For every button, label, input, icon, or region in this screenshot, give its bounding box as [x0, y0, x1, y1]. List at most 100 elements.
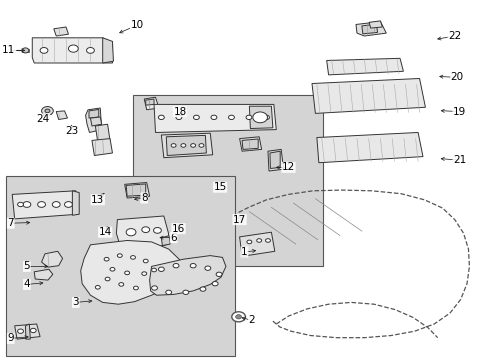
Circle shape — [193, 115, 199, 120]
Text: 14: 14 — [98, 227, 112, 237]
Polygon shape — [269, 151, 280, 168]
Polygon shape — [102, 38, 113, 63]
Text: 2: 2 — [248, 315, 255, 325]
Circle shape — [23, 202, 31, 207]
Polygon shape — [32, 38, 112, 63]
Circle shape — [86, 48, 94, 53]
Polygon shape — [249, 106, 272, 129]
Polygon shape — [361, 24, 377, 34]
Circle shape — [124, 271, 129, 275]
Circle shape — [119, 283, 123, 286]
Polygon shape — [85, 108, 102, 132]
Text: 18: 18 — [173, 107, 186, 117]
Text: 13: 13 — [91, 195, 104, 205]
Text: 5: 5 — [23, 261, 30, 271]
Polygon shape — [161, 236, 170, 246]
Circle shape — [52, 202, 60, 207]
Circle shape — [38, 202, 45, 207]
Text: 8: 8 — [141, 193, 147, 203]
Polygon shape — [15, 324, 40, 339]
Polygon shape — [316, 132, 422, 163]
Circle shape — [110, 267, 115, 271]
Circle shape — [133, 286, 138, 290]
Circle shape — [176, 115, 182, 120]
Polygon shape — [41, 251, 62, 267]
Circle shape — [181, 144, 185, 147]
Circle shape — [22, 48, 29, 53]
Circle shape — [246, 240, 251, 244]
Text: 9: 9 — [7, 333, 14, 343]
Polygon shape — [126, 184, 145, 196]
Polygon shape — [90, 117, 102, 126]
Text: 22: 22 — [447, 31, 461, 41]
Circle shape — [40, 48, 48, 53]
Circle shape — [142, 227, 149, 233]
Polygon shape — [144, 97, 159, 110]
Circle shape — [18, 329, 23, 333]
Circle shape — [263, 115, 269, 120]
Polygon shape — [145, 99, 154, 105]
Circle shape — [117, 254, 122, 257]
Polygon shape — [25, 324, 30, 339]
Circle shape — [245, 115, 251, 120]
Polygon shape — [154, 104, 276, 132]
Text: 11: 11 — [2, 45, 16, 55]
Text: 19: 19 — [452, 107, 466, 117]
Circle shape — [200, 287, 205, 291]
Circle shape — [95, 285, 100, 289]
Circle shape — [30, 328, 36, 333]
Circle shape — [142, 272, 146, 275]
Text: 24: 24 — [36, 114, 50, 124]
Text: 6: 6 — [170, 233, 177, 243]
Polygon shape — [92, 139, 112, 156]
Circle shape — [190, 144, 195, 147]
Polygon shape — [95, 124, 110, 142]
Circle shape — [64, 202, 72, 207]
Polygon shape — [242, 139, 258, 149]
Polygon shape — [326, 58, 403, 75]
Circle shape — [151, 268, 156, 272]
Text: 15: 15 — [213, 182, 226, 192]
Circle shape — [104, 257, 109, 261]
Circle shape — [190, 264, 196, 268]
Circle shape — [41, 107, 53, 115]
Circle shape — [204, 266, 210, 270]
Circle shape — [158, 267, 164, 271]
Bar — [133, 95, 322, 266]
Circle shape — [18, 202, 23, 207]
Bar — [6, 176, 234, 356]
Circle shape — [183, 290, 188, 294]
Polygon shape — [166, 135, 206, 156]
Text: 12: 12 — [281, 162, 295, 172]
Text: 1: 1 — [241, 247, 247, 257]
Circle shape — [158, 115, 164, 120]
Circle shape — [212, 282, 218, 286]
Circle shape — [228, 115, 234, 120]
Circle shape — [143, 259, 148, 263]
Circle shape — [256, 239, 261, 242]
Text: 21: 21 — [452, 155, 466, 165]
Polygon shape — [124, 183, 149, 198]
Polygon shape — [311, 78, 425, 113]
Polygon shape — [149, 256, 225, 295]
Circle shape — [153, 228, 161, 233]
Polygon shape — [355, 22, 386, 36]
Polygon shape — [239, 232, 274, 256]
Polygon shape — [34, 269, 53, 280]
Polygon shape — [54, 27, 68, 36]
Circle shape — [130, 256, 135, 259]
Circle shape — [171, 144, 176, 147]
Circle shape — [165, 290, 171, 294]
Circle shape — [211, 115, 217, 120]
Circle shape — [126, 229, 136, 236]
Polygon shape — [56, 111, 67, 120]
Text: 16: 16 — [171, 224, 185, 234]
Text: 17: 17 — [232, 215, 246, 225]
Polygon shape — [81, 240, 181, 304]
Polygon shape — [89, 109, 99, 118]
Polygon shape — [368, 21, 382, 28]
Circle shape — [235, 315, 241, 319]
Polygon shape — [72, 191, 79, 215]
Text: 20: 20 — [450, 72, 463, 82]
Polygon shape — [12, 191, 78, 219]
